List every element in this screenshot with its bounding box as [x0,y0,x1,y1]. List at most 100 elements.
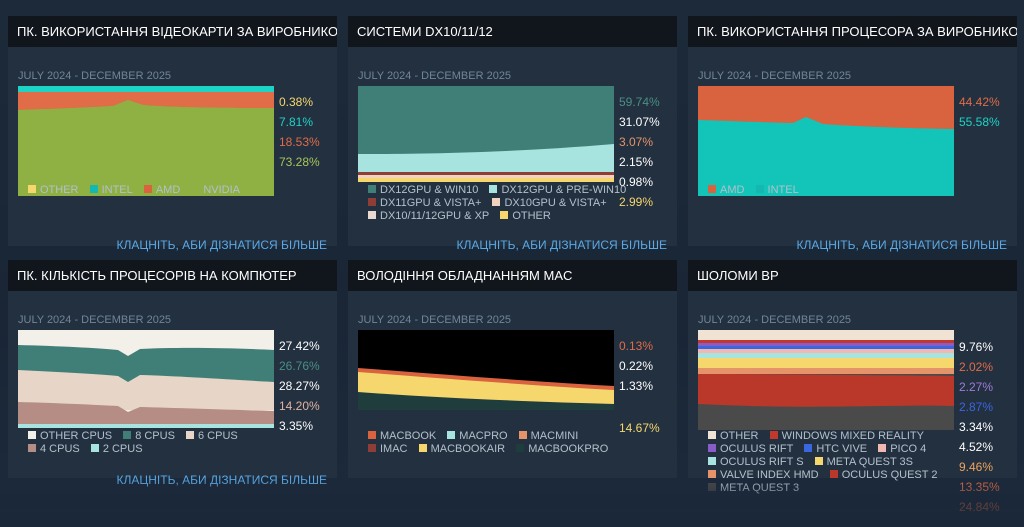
legend-item: OTHER [28,184,79,197]
date-range: JULY 2024 - DECEMBER 2025 [18,70,172,82]
legend-item: OTHER [708,430,759,443]
legend-item: VALVE INDEX HMD [708,469,819,482]
legend-item: DX12GPU & PRE-WIN10 [489,184,626,197]
value-4-cpus: 14.20% [279,399,320,413]
legend-item: OCULUS RIFT [708,443,793,456]
legend-item: OCULUS QUEST 2 [829,469,937,482]
values-column: 44.42% 55.58% [959,85,1017,205]
value-nvidia: 73.28% [279,155,320,169]
value-dx11-vista: 3.07% [619,135,654,149]
value-macmini: 1.33% [619,379,654,393]
value-other: 2.99% [619,195,654,209]
panel-title: ВОЛОДІННЯ ОБЛАДНАННЯМ MAC [348,260,677,291]
panel-mac-hardware: ВОЛОДІННЯ ОБЛАДНАННЯМ MAC JULY 2024 - DE… [348,260,677,478]
values-column: 27.42% 26.76% 28.27% 14.20% 3.35% [279,329,337,449]
legend-item: MACBOOK [368,430,436,443]
legend-item: 8 CPUS [123,430,175,443]
value-meta-quest-3s: 9.46% [959,460,994,474]
panel-cpu-vendor: ПК. ВИКОРИСТАННЯ ПРОЦЕСОРА ЗА ВИРОБНИКОМ… [688,16,1017,252]
value-intel: 55.58% [959,115,1000,129]
legend-item: AMD [708,184,744,197]
panel-cpu-count: ПК. КІЛЬКІСТЬ ПРОЦЕСОРІВ НА КОМПЮТЕР JUL… [8,260,337,487]
legend-item: INTEL [755,184,799,197]
date-range: JULY 2024 - DECEMBER 2025 [698,70,852,82]
value-wmr: 2.02% [959,360,994,374]
legend-item: PICO 4 [878,443,926,456]
legend: AMD INTEL [708,184,1008,197]
cpu-count-chart[interactable] [18,330,274,440]
panel-vr-headsets: ШОЛОМИ ВР JULY 2024 - DECEMBER 2025 9.76… [688,260,1017,514]
legend-item: INTEL [89,184,133,197]
panel-title: СИСТЕМИ DX10/11/12 [348,16,677,47]
value-8-cpus: 26.76% [279,359,320,373]
date-range: JULY 2024 - DECEMBER 2025 [358,70,512,82]
legend-item: MACPRO [447,430,508,443]
legend-item: AMD [143,184,180,197]
legend-item: 2 CPUS [90,443,143,456]
legend: OTHER CPUS 8 CPUS 6 CPUS 4 CPUS 2 CPUS [28,430,328,456]
dx-systems-chart[interactable] [358,86,614,196]
legend-item: DX10GPU & VISTA+ [492,197,607,210]
value-macpro: 0.22% [619,359,654,373]
legend-item: DX12GPU & WIN10 [368,184,478,197]
gpu-vendor-chart[interactable] [18,86,274,196]
legend-item: HTC VIVE [804,443,867,456]
date-range: JULY 2024 - DECEMBER 2025 [698,314,852,326]
value-amd: 18.53% [279,135,320,149]
legend-item: OTHER CPUS [28,430,112,443]
legend-item: 4 CPUS [28,443,80,456]
value-2-cpus: 3.35% [279,419,314,433]
panel-title: ПК. КІЛЬКІСТЬ ПРОЦЕСОРІВ НА КОМПЮТЕР [8,260,337,291]
value-dx-xp: 0.98% [619,175,654,189]
value-dx12-prewin10: 31.07% [619,115,660,129]
legend-item: MACBOOKAIR [418,443,505,456]
legend-item: OCULUS RIFT S [708,456,804,469]
value-other: 9.76% [959,340,994,354]
legend-item: DX10/11/12GPU & XP [368,210,489,223]
learn-more-link[interactable]: КЛАЦНІТЬ, АБИ ДІЗНАТИСЯ БІЛЬШЕ [116,238,327,252]
values-column: 0.13% 0.22% 1.33% 14.67% [619,329,677,449]
values-column: 0.38% 7.81% 18.53% 73.28% [279,85,337,205]
date-range: JULY 2024 - DECEMBER 2025 [358,314,512,326]
cpu-vendor-chart[interactable] [698,86,954,196]
learn-more-link[interactable]: КЛАЦНІТЬ, АБИ ДІЗНАТИСЯ БІЛЬШЕ [456,238,667,252]
learn-more-link[interactable]: КЛАЦНІТЬ, АБИ ДІЗНАТИСЯ БІЛЬШЕ [796,238,1007,252]
value-intel: 7.81% [279,115,314,129]
value-oculus-quest-2: 24.84% [959,500,1000,514]
legend-item: MACMINI [518,430,578,443]
legend-item: DX11GPU & VISTA+ [368,197,481,210]
panel-title: ПК. ВИКОРИСТАННЯ ВІДЕОКАРТИ ЗА ВИРОБНИКО… [8,16,337,47]
value-pico-4: 3.34% [959,420,994,434]
value-oculus-rift-s: 4.52% [959,440,994,454]
panel-gpu-vendor: ПК. ВИКОРИСТАННЯ ВІДЕОКАРТИ ЗА ВИРОБНИКО… [8,16,337,252]
legend: OTHER INTEL AMD NVIDIA [28,184,328,197]
legend-item: NVIDIA [191,184,240,197]
value-other: 0.38% [279,95,314,109]
legend-item: META QUEST 3S [814,456,913,469]
value-htc-vive: 2.87% [959,400,994,414]
value-6-cpus: 28.27% [279,379,320,393]
value-macbook: 0.13% [619,339,654,353]
values-column: 9.76% 2.02% 2.27% 2.87% 3.34% 4.52% 9.46… [959,326,1017,514]
panel-dx-systems: СИСТЕМИ DX10/11/12 JULY 2024 - DECEMBER … [348,16,677,252]
legend-item: WINDOWS MIXED REALITY [769,430,924,443]
value-oculus-rift: 2.27% [959,380,994,394]
panel-title: ПК. ВИКОРИСТАННЯ ПРОЦЕСОРА ЗА ВИРОБНИКОМ [688,16,1017,47]
vr-headsets-chart[interactable] [698,330,954,440]
legend-item: IMAC [368,443,408,456]
date-range: JULY 2024 - DECEMBER 2025 [18,314,172,326]
legend-item: 6 CPUS [186,430,238,443]
panel-title: ШОЛОМИ ВР [688,260,1017,291]
value-amd: 44.42% [959,95,1000,109]
values-column: 59.74% 31.07% 3.07% 2.15% 0.98% 2.99% [619,85,677,209]
value-dx12-win10: 59.74% [619,95,660,109]
legend: DX12GPU & WIN10 DX12GPU & PRE-WIN10 DX11… [368,184,668,223]
legend: MACBOOK MACPRO MACMINI IMAC MACBOOKAIR M… [368,430,668,456]
learn-more-link[interactable]: КЛАЦНІТЬ, АБИ ДІЗНАТИСЯ БІЛЬШЕ [116,473,327,487]
legend-item: META QUEST 3 [708,482,799,495]
value-dx10-vista: 2.15% [619,155,654,169]
mac-hardware-chart[interactable] [358,330,614,440]
legend-item: MACBOOKPRO [516,443,608,456]
value-macbookair: 14.67% [619,421,660,435]
legend: OTHER WINDOWS MIXED REALITY OCULUS RIFT … [708,430,1008,495]
